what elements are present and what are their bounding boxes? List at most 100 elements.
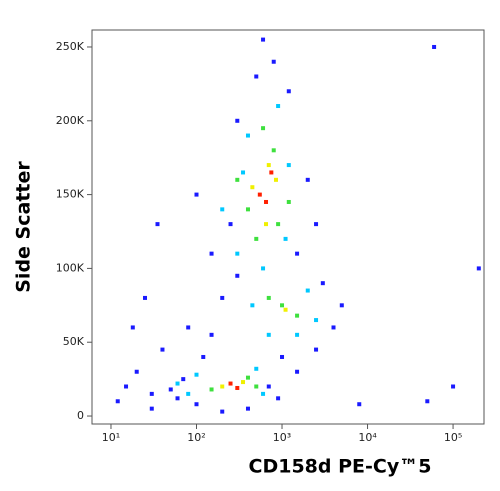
point (220, 207, 225, 212)
point (186, 391, 191, 396)
point (245, 375, 250, 380)
x-tick-label: 10¹ (102, 431, 120, 444)
point (220, 384, 225, 389)
point (235, 177, 240, 182)
point (235, 385, 240, 390)
point (264, 199, 269, 204)
point (209, 332, 214, 337)
point (295, 313, 300, 318)
x-tick-label: 10² (187, 431, 205, 444)
point (245, 207, 250, 212)
point (175, 396, 180, 401)
point (276, 104, 281, 109)
y-tick-label: 100K (56, 261, 85, 274)
x-axis-title: CD158d PE-Cy™5 (249, 456, 432, 478)
point (241, 380, 246, 385)
y-tick-label: 0 (77, 409, 84, 422)
point (220, 295, 225, 300)
point (357, 402, 362, 407)
point (283, 307, 288, 312)
point (320, 281, 325, 286)
point (314, 318, 319, 323)
point (266, 384, 271, 389)
y-tick-label: 150K (56, 188, 85, 201)
x-tick-label: 10³ (273, 431, 291, 444)
point (257, 192, 262, 197)
point (209, 251, 214, 256)
point (432, 44, 437, 49)
point (271, 59, 276, 64)
point (276, 396, 281, 401)
y-tick-label: 50K (63, 335, 85, 348)
point (134, 369, 139, 374)
point (194, 192, 199, 197)
point (241, 170, 246, 175)
point (228, 222, 233, 227)
point (286, 199, 291, 204)
point (181, 377, 186, 382)
point (194, 372, 199, 377)
point (160, 347, 165, 352)
point (228, 381, 233, 386)
point (305, 288, 310, 293)
point (286, 163, 291, 168)
y-tick-label: 250K (56, 40, 85, 53)
point (254, 366, 259, 371)
point (254, 384, 259, 389)
point (339, 303, 344, 308)
point (280, 354, 285, 359)
point (331, 325, 336, 330)
point (295, 369, 300, 374)
point (235, 273, 240, 278)
point (201, 354, 206, 359)
point (476, 266, 481, 271)
point (194, 402, 199, 407)
point (245, 406, 250, 411)
point (130, 325, 135, 330)
point (261, 266, 266, 271)
point (250, 303, 255, 308)
point (209, 387, 214, 392)
point (124, 384, 129, 389)
point (266, 295, 271, 300)
point (155, 222, 160, 227)
point (280, 303, 285, 308)
point (266, 332, 271, 337)
point (295, 251, 300, 256)
y-axis-title: Side Scatter (13, 161, 35, 293)
point (314, 347, 319, 352)
point (273, 177, 278, 182)
point (254, 236, 259, 241)
point (245, 133, 250, 138)
point (269, 170, 274, 175)
point (305, 177, 310, 182)
point (295, 332, 300, 337)
point (283, 236, 288, 241)
point (149, 391, 154, 396)
point (314, 222, 319, 227)
point (261, 37, 266, 42)
point (261, 391, 266, 396)
point (115, 399, 120, 404)
point (264, 222, 269, 227)
point (149, 406, 154, 411)
point (235, 118, 240, 123)
point (186, 325, 191, 330)
point (286, 89, 291, 94)
point (143, 295, 148, 300)
point (425, 399, 430, 404)
point (235, 251, 240, 256)
point (276, 222, 281, 227)
point (168, 387, 173, 392)
point (271, 148, 276, 153)
point (266, 163, 271, 168)
point (254, 74, 259, 79)
point (220, 409, 225, 414)
point (175, 381, 180, 386)
point (261, 126, 266, 131)
plot-frame (91, 29, 485, 425)
y-tick-label: 200K (56, 114, 85, 127)
point (451, 384, 456, 389)
x-tick-label: 10⁴ (358, 431, 377, 444)
